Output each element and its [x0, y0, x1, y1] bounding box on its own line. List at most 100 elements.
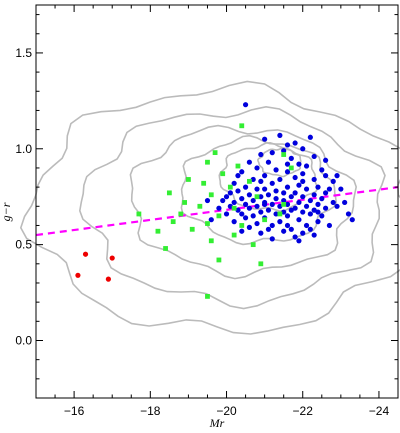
series-2-point-14: [254, 194, 260, 200]
series-1-point-28: [311, 176, 317, 183]
series-1-point-41: [235, 188, 241, 194]
series-1-point-125: [315, 209, 321, 215]
series-1-point-80: [300, 209, 306, 215]
series-2-point-35: [262, 217, 268, 223]
series-2-point-8: [186, 177, 191, 182]
series-1-point-73: [323, 205, 329, 211]
series-1-point-51: [300, 194, 306, 200]
series-2-point-10: [201, 180, 207, 186]
series-2-point-30: [250, 242, 256, 248]
series-1-point-111: [258, 230, 264, 236]
series-1-point-100: [292, 234, 298, 240]
series-1-point-1: [242, 102, 249, 108]
series-2-point-11: [227, 184, 233, 190]
series-1-point-40: [338, 186, 344, 192]
series-1-point-23: [262, 173, 268, 179]
series-1-point-71: [246, 205, 252, 211]
series-1-point-79: [281, 209, 287, 215]
contour-level-1: [19, 80, 400, 335]
series-1-point-21: [300, 171, 306, 177]
series-1-point-102: [296, 238, 302, 244]
series-1-point-7: [281, 148, 287, 154]
series-1-point-86: [319, 213, 325, 219]
series-1-point-112: [307, 226, 313, 232]
series-1-point-96: [246, 224, 252, 230]
series-1-point-74: [235, 207, 241, 213]
series-1-point-52: [239, 196, 245, 202]
axes-layer: −16 −18 −20 −22 −24 0.0 0.5 1.0 1.5: [15, 5, 399, 418]
series-1-point-61: [296, 199, 302, 206]
series-2-point-15: [182, 200, 188, 205]
series-1-point-67: [227, 203, 233, 209]
x-tick-label: −20: [216, 404, 237, 418]
series-2-point-9: [246, 178, 252, 184]
series-1-point-104: [265, 226, 272, 232]
series-1-point-50: [288, 194, 294, 200]
series-1-point-44: [323, 190, 329, 196]
x-tick-label: −16: [64, 404, 85, 418]
series-2-point-27: [231, 232, 237, 238]
series-1-point-57: [281, 197, 287, 204]
series-1-point-4: [307, 134, 313, 140]
series-1-point-108: [223, 211, 230, 217]
series-1-point-6: [300, 146, 306, 152]
series-1-point-127: [284, 142, 291, 148]
series-1-point-45: [246, 192, 252, 198]
series-1-point-122: [342, 199, 348, 206]
series-1-point-78: [258, 209, 264, 215]
series-1-point-64: [269, 201, 275, 207]
series-1-point-115: [334, 173, 340, 179]
series-2-point-16: [197, 203, 203, 209]
series-1-point-10: [288, 155, 294, 161]
series-1-point-109: [216, 205, 222, 211]
series-1-point-54: [319, 196, 325, 202]
series-1-point-9: [258, 151, 264, 158]
series-1-point-69: [277, 203, 283, 209]
series-2-point-5: [235, 163, 241, 169]
series-2-point-19: [178, 211, 184, 217]
series-3-point-4: [105, 276, 111, 282]
series-1-point-117: [208, 217, 214, 223]
series-1-point-101: [269, 236, 275, 242]
series-1-point-120: [239, 228, 245, 234]
contour-layer: [19, 80, 400, 335]
divider-layer: [35, 186, 399, 237]
series-1-point-105: [326, 222, 333, 229]
series-1-point-124: [204, 197, 211, 204]
series-1-point-39: [303, 186, 310, 192]
contour-level-2: [78, 105, 386, 310]
series-2-point-23: [205, 221, 210, 226]
series-1-point-59: [231, 199, 237, 206]
series-1-point-46: [265, 192, 272, 198]
series-1-point-55: [220, 197, 226, 204]
series-1-point-114: [326, 186, 333, 192]
series-1-point-98: [281, 228, 287, 234]
series-2-point-1: [239, 123, 245, 129]
series-2-point-28: [208, 238, 214, 244]
series-1-point-42: [281, 190, 287, 196]
series-1-point-82: [273, 211, 279, 217]
series-1-point-76: [288, 207, 294, 213]
series-2-point-31: [216, 257, 222, 263]
series-2-point-26: [155, 228, 161, 234]
series-2-point-7: [220, 171, 226, 177]
series-1-point-17: [273, 167, 279, 173]
series-1-point-38: [262, 186, 268, 192]
series-1-point-107: [334, 203, 340, 209]
series-1-point-58: [307, 197, 313, 204]
series-1-point-94: [269, 222, 275, 229]
plot-frame: [35, 4, 399, 399]
y-axis-label: g−r: [0, 202, 13, 221]
series-1-point-99: [300, 230, 306, 236]
series-1-point-13: [265, 159, 272, 165]
series-1-point-27: [277, 176, 283, 183]
series-2-point-29: [163, 246, 168, 251]
series-2-point-6: [288, 165, 294, 171]
series-3-point-3: [75, 272, 81, 278]
series-1-point-75: [265, 207, 272, 213]
series-1-point-62: [330, 199, 336, 206]
series-1-point-37: [254, 186, 260, 192]
y-tick-label: 0.0: [15, 333, 32, 347]
series-1-point-47: [311, 192, 317, 198]
series-2-point-12: [166, 190, 172, 196]
